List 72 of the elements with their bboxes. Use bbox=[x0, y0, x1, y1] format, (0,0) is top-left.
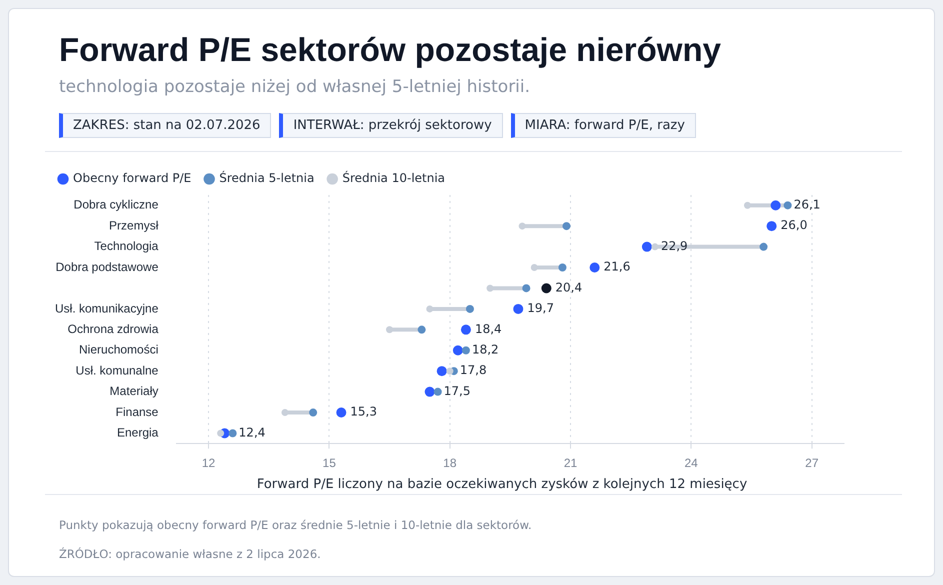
point bbox=[217, 430, 224, 437]
legend-label: Średnia 10-letnia bbox=[342, 170, 446, 186]
point bbox=[590, 262, 600, 273]
point bbox=[744, 202, 751, 209]
text: MIARA: forward P/E, razy bbox=[510, 113, 696, 138]
data-label: 12,4 bbox=[238, 425, 266, 440]
point bbox=[558, 264, 566, 272]
x-axis-title: Forward P/E liczony na bazie oczekiwanych zysków z kolejnych 12 miesięcy bbox=[256, 477, 748, 492]
x-tick-label: 24 bbox=[684, 456, 698, 470]
point bbox=[770, 200, 781, 210]
point bbox=[386, 326, 394, 334]
data-label: 21,6 bbox=[604, 260, 630, 274]
data-label: 18,2 bbox=[472, 342, 499, 356]
point bbox=[336, 408, 346, 418]
point bbox=[522, 284, 530, 292]
x-tick-label: 21 bbox=[564, 456, 578, 470]
data-label: 22,9 bbox=[660, 238, 688, 253]
point bbox=[766, 221, 777, 232]
y-tick-label: Energia bbox=[116, 426, 159, 440]
point bbox=[486, 284, 494, 292]
y-tick-label: Ochrona zdrowia bbox=[68, 322, 159, 336]
point bbox=[281, 409, 288, 416]
point bbox=[513, 304, 524, 314]
point bbox=[518, 222, 526, 230]
y-tick-label: Nieruchomości bbox=[79, 342, 158, 357]
text: INTERWAŁ: przekrój sektorowy bbox=[279, 113, 503, 138]
point bbox=[309, 408, 318, 417]
data-label: 26,0 bbox=[780, 218, 808, 232]
point bbox=[651, 243, 658, 250]
text: ZAKRES: stan na 02.07.2026 bbox=[59, 113, 272, 138]
point bbox=[541, 283, 552, 294]
chart-title: Forward P/E sektorów pozostaje nierówny bbox=[59, 31, 721, 69]
x-tick-label: 15 bbox=[322, 456, 336, 470]
legend-label: Obecny forward P/E bbox=[73, 171, 192, 186]
point bbox=[462, 346, 470, 354]
data-label: 19,7 bbox=[527, 301, 554, 316]
y-tick-label: Usł. komunalne bbox=[76, 363, 159, 378]
data-label: 17,5 bbox=[444, 384, 471, 398]
point bbox=[424, 386, 435, 397]
y-tick-label: Przemysł bbox=[109, 218, 159, 232]
y-tick-label: Dobra podstawowe bbox=[56, 260, 159, 274]
data-label: 17,8 bbox=[460, 363, 487, 378]
point bbox=[784, 201, 792, 210]
point bbox=[452, 345, 463, 356]
point bbox=[436, 366, 447, 376]
x-tick-label: 12 bbox=[202, 456, 216, 470]
data-label: 18,4 bbox=[474, 322, 502, 336]
x-tick-label: 27 bbox=[805, 456, 819, 470]
point bbox=[418, 326, 426, 334]
data-label: 26,1 bbox=[794, 197, 820, 212]
y-tick-label: Dobra cykliczne bbox=[74, 198, 159, 212]
point bbox=[228, 429, 237, 438]
point bbox=[760, 242, 768, 251]
text: ŹRÓDŁO: opracowanie własne z 2 lipca 2026. bbox=[59, 546, 322, 563]
point bbox=[530, 264, 538, 272]
y-tick-label: Usł. komunikacyjne bbox=[54, 301, 159, 316]
data-label: 20,4 bbox=[555, 280, 582, 294]
data-label: 15,3 bbox=[350, 404, 377, 419]
text: Punkty pokazują obecny forward P/E oraz średnie 5-letnie i 10-letnie dla sektorów. bbox=[59, 517, 532, 534]
y-tick-label: Finanse bbox=[116, 404, 159, 419]
y-tick-label: Materiały bbox=[110, 384, 158, 398]
point bbox=[446, 368, 454, 375]
point bbox=[562, 222, 570, 230]
point bbox=[426, 305, 434, 312]
point bbox=[434, 388, 442, 396]
point bbox=[460, 324, 471, 335]
point bbox=[642, 242, 652, 252]
legend-label: Średnia 5-letnia bbox=[219, 170, 314, 186]
x-tick-label: 18 bbox=[443, 456, 457, 470]
chart-subtitle: technologia pozostaje niżej od własnej 5-letniej historii. bbox=[59, 77, 530, 97]
point bbox=[466, 304, 474, 313]
y-tick-label: Technologia bbox=[94, 239, 159, 254]
